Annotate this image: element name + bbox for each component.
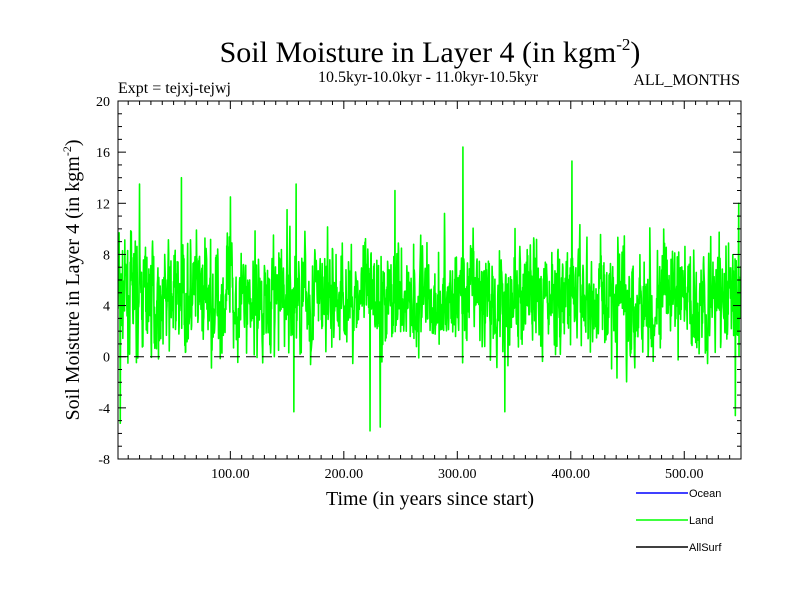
x-tick-label: 200.00 <box>325 467 364 482</box>
y-axis-label: Soil Moisture in Layer 4 (in kgm-2) <box>60 139 84 420</box>
x-tick-label: 100.00 <box>211 467 250 482</box>
y-tick-label: 16 <box>96 146 110 161</box>
y-tick-label: 8 <box>103 248 110 263</box>
y-tick-label: -4 <box>98 402 110 417</box>
x-tick-label: 500.00 <box>665 467 704 482</box>
legend-allsurf-label: AllSurf <box>689 542 722 554</box>
subtitle-period: 10.5kyr-10.0kyr - 11.0kyr-10.5kyr <box>318 69 539 86</box>
y-tick-label: -8 <box>98 453 110 468</box>
x-tick-label: 300.00 <box>438 467 477 482</box>
x-tick-label: 400.00 <box>552 467 591 482</box>
y-tick-label: 20 <box>96 95 110 110</box>
subtitle-experiment: Expt = tejxj-tejwj <box>118 80 231 97</box>
subtitle-months: ALL_MONTHS <box>633 72 740 89</box>
chart-title: Soil Moisture in Layer 4 (in kgm-2) <box>220 35 641 69</box>
legend-ocean-label: Ocean <box>689 488 721 500</box>
legend: Ocean Land AllSurf <box>636 488 722 554</box>
y-tick-label: 12 <box>96 197 110 212</box>
legend-land-label: Land <box>689 515 713 527</box>
y-tick-label: 0 <box>103 351 110 366</box>
y-tick-label: 4 <box>103 300 110 315</box>
x-axis-label: Time (in years since start) <box>326 488 534 510</box>
land-series-line <box>118 146 741 432</box>
